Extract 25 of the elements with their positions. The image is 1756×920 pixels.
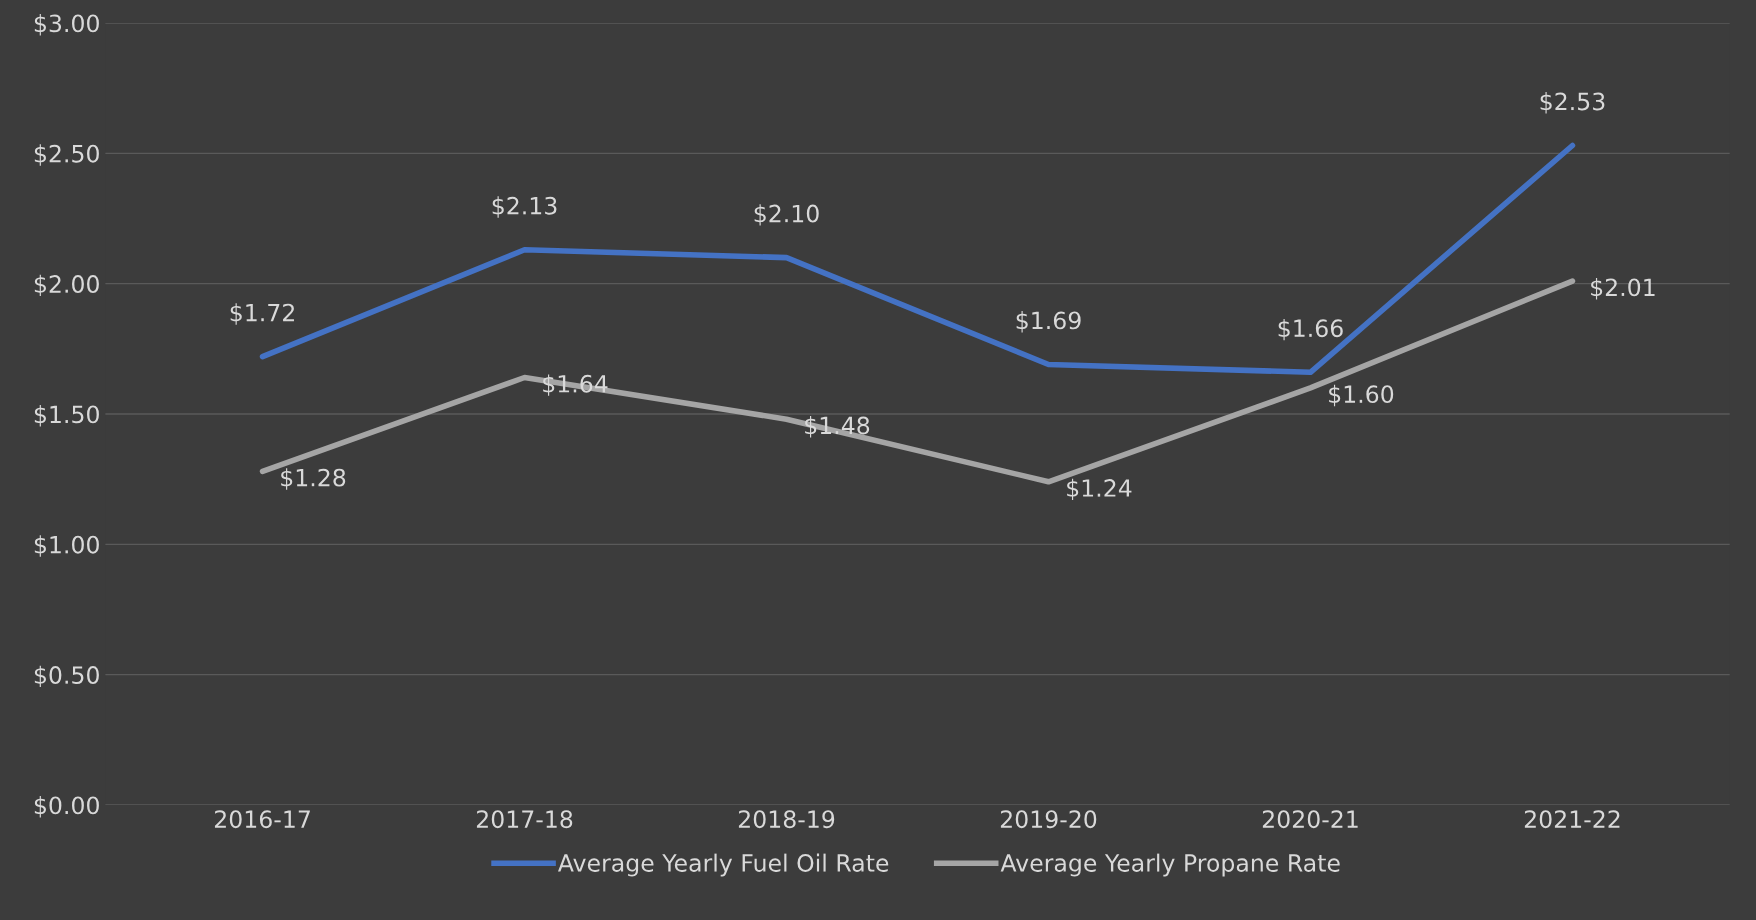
y-tick-label: $3.00 [34,14,99,36]
x-tick-label: 2021-22 [1524,810,1620,829]
data-label: $2.13 [492,196,557,218]
y-tick-label: $0.50 [34,665,99,688]
x-tick-label: 2020-21 [1262,810,1358,829]
data-label: $2.01 [1591,277,1655,300]
x-tick-label: 2016-17 [214,810,310,829]
legend-label: Average Yearly Propane Rate [1000,853,1340,877]
x-tick-label: 2018-19 [738,810,835,829]
data-label: $2.10 [754,204,819,226]
data-label: $1.28 [281,468,346,490]
legend-label: Average Yearly Fuel Oil Rate [557,853,889,877]
y-tick-label: $1.00 [34,535,99,557]
y-tick-label: $2.50 [34,144,99,166]
y-tick-label: $1.50 [34,405,99,427]
x-tick-label: 2019-20 [1000,810,1097,829]
data-label: $1.24 [1067,478,1132,501]
data-label: $2.53 [1540,92,1605,114]
x-tick-label: 2017-18 [476,810,573,829]
data-label: $1.66 [1278,318,1343,341]
y-tick-label: $2.00 [34,274,99,297]
data-label: $1.60 [1329,384,1394,407]
data-label: $1.72 [230,303,294,325]
data-label: $1.69 [1016,311,1081,333]
y-tick-label: $0.00 [34,796,99,818]
